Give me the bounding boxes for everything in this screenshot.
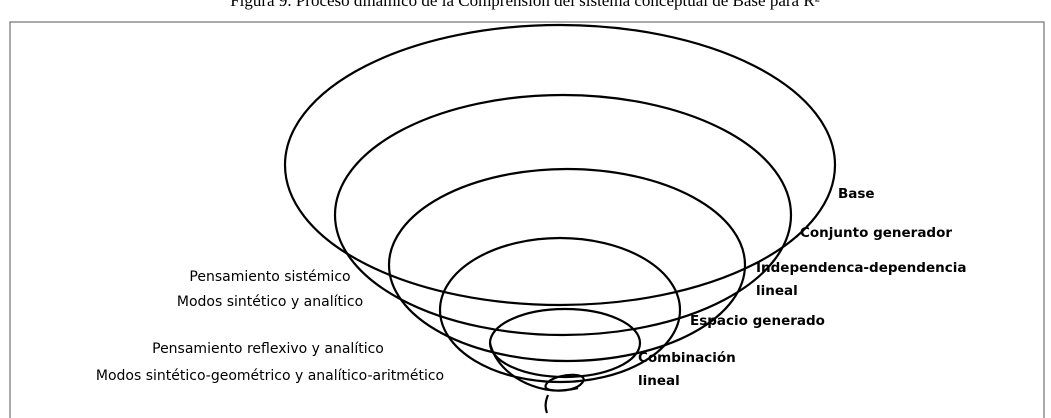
level-label: lineal [638, 373, 680, 389]
level-label: Combinación [638, 350, 736, 366]
level-label: lineal [756, 283, 798, 299]
spiral-ring [333, 93, 793, 337]
spiral-ring [387, 167, 747, 363]
spiral-ring [488, 307, 642, 379]
spiral [283, 23, 837, 414]
thinking-label: Pensamiento reflexivo y analítico [152, 341, 384, 357]
thinking-label: Modos sintético-geométrico y analítico-a… [96, 368, 444, 384]
spiral-ring [283, 23, 837, 307]
level-label: Independenca-dependencia [756, 260, 966, 276]
level-label: Espacio generado [690, 313, 825, 329]
level-label: Conjunto generador [800, 225, 952, 241]
spiral-ring [438, 236, 682, 384]
spiral-tail [488, 342, 585, 414]
frame [9, 21, 1045, 418]
level-label: Base [838, 186, 875, 202]
figure-title: Figura 9. Proceso dinámico de la Compren… [230, 0, 820, 10]
thinking-label: Modos sintético y analítico [177, 294, 363, 310]
thinking-label: Pensamiento sistémico [189, 269, 350, 285]
